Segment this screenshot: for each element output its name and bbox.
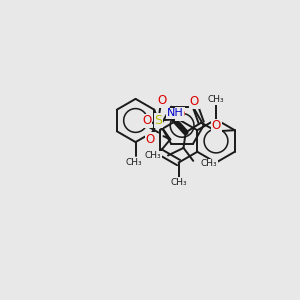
Text: CH₃: CH₃	[145, 151, 161, 160]
Text: CH₃: CH₃	[126, 158, 142, 166]
Text: O: O	[176, 108, 185, 121]
Text: CH₃: CH₃	[208, 95, 224, 104]
Text: O: O	[157, 94, 167, 107]
Text: CH₃: CH₃	[201, 159, 218, 168]
Text: O: O	[190, 95, 199, 108]
Text: NH: NH	[167, 108, 184, 118]
Text: CH₃: CH₃	[170, 178, 187, 187]
Text: O: O	[146, 133, 155, 146]
Text: O: O	[142, 114, 152, 127]
Text: S: S	[154, 114, 162, 127]
Text: O: O	[212, 119, 221, 132]
